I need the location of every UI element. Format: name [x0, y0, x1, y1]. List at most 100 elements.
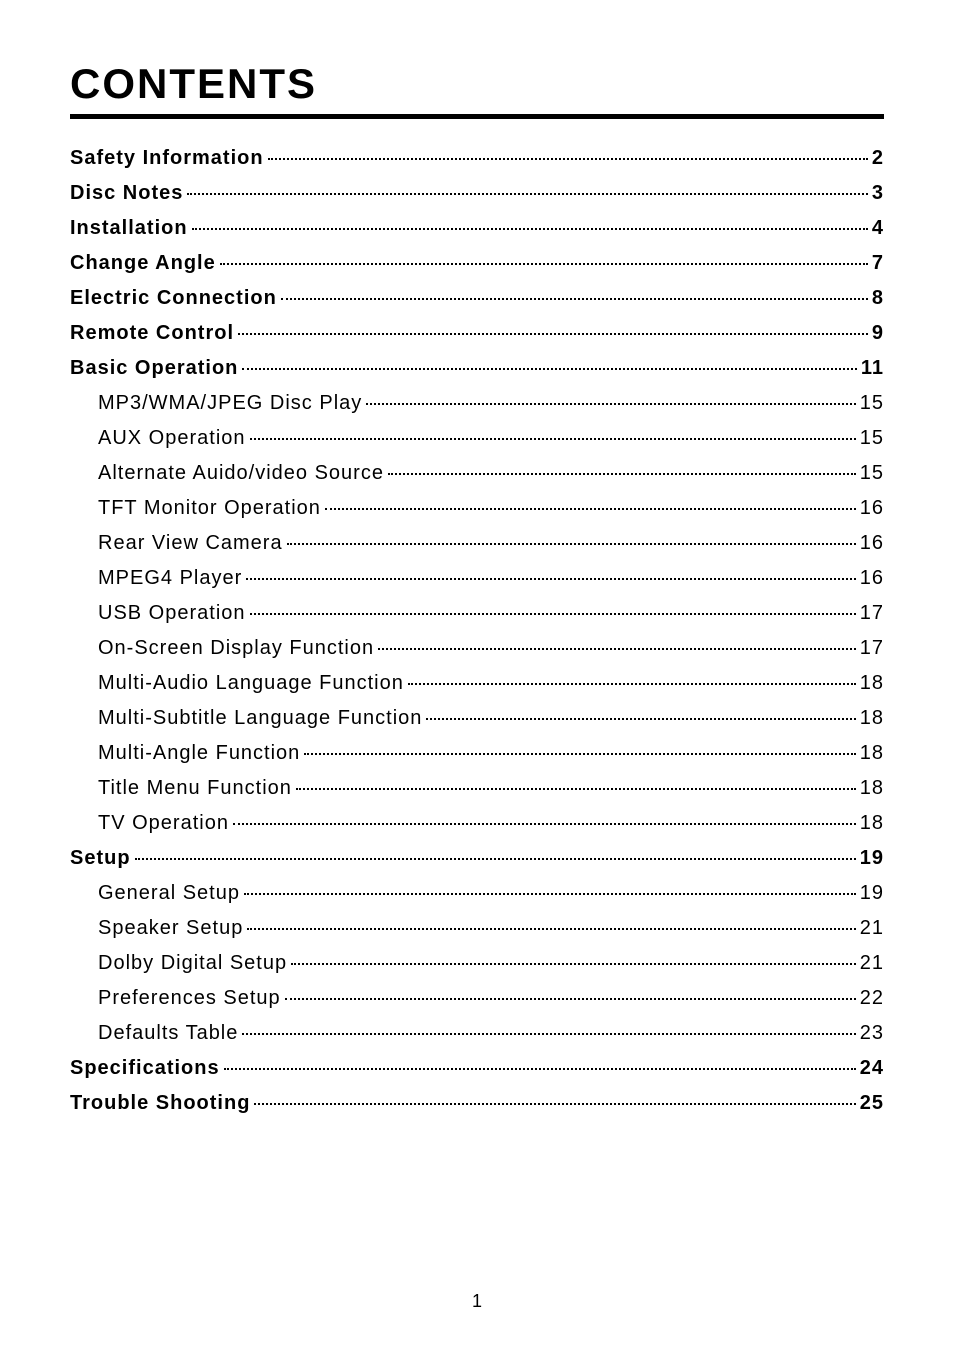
toc-entry-page: 18 — [860, 742, 884, 765]
toc-entry-page: 18 — [860, 777, 884, 800]
toc-entry-label: USB Operation — [98, 602, 246, 625]
toc-entry-page: 18 — [860, 672, 884, 695]
toc-entry: Speaker Setup 21 — [98, 917, 884, 940]
toc-leader — [325, 508, 856, 510]
toc-entry: Installation 4 — [70, 217, 884, 240]
toc-entry-label: Electric Connection — [70, 287, 277, 310]
toc-entry-page: 19 — [860, 847, 884, 870]
toc-leader — [268, 158, 868, 160]
toc-entry: Safety Information2 — [70, 147, 884, 170]
toc-entry-page: 7 — [872, 252, 884, 275]
toc-leader — [296, 788, 856, 790]
toc-entry-label: Multi-Audio Language Function — [98, 672, 404, 695]
toc-entry-label: Installation — [70, 217, 188, 240]
toc-leader — [291, 963, 856, 965]
toc-entry: TV Operation 18 — [98, 812, 884, 835]
toc-entry-page: 25 — [860, 1092, 884, 1115]
toc-entry-label: Setup — [70, 847, 131, 870]
toc-leader — [366, 403, 855, 405]
toc-entry-page: 23 — [860, 1022, 884, 1045]
toc-entry-label: Rear View Camera — [98, 532, 283, 555]
toc-entry: On-Screen Display Function 17 — [98, 637, 884, 660]
toc-entry-label: Basic Operation — [70, 357, 238, 380]
page-number: 1 — [472, 1291, 482, 1312]
toc-entry: Rear View Camera16 — [98, 532, 884, 555]
toc-leader — [246, 578, 855, 580]
toc-entry-page: 4 — [872, 217, 884, 240]
toc-leader — [408, 683, 856, 685]
toc-entry-page: 19 — [860, 882, 884, 905]
title-rule — [70, 114, 884, 119]
toc-leader — [242, 1033, 855, 1035]
toc-leader — [220, 263, 868, 265]
toc-entry: Specifications 24 — [70, 1057, 884, 1080]
toc-leader — [287, 543, 856, 545]
toc-entry: Multi-Audio Language Function 18 — [98, 672, 884, 695]
toc-entry-label: Speaker Setup — [98, 917, 243, 940]
toc-leader — [388, 473, 856, 475]
toc-entry: General Setup 19 — [98, 882, 884, 905]
toc-leader — [304, 753, 855, 755]
toc-entry-label: Change Angle — [70, 252, 216, 275]
toc-entry-label: General Setup — [98, 882, 240, 905]
toc-entry-page: 24 — [860, 1057, 884, 1080]
toc-entry: MPEG4 Player 16 — [98, 567, 884, 590]
toc-leader — [250, 613, 856, 615]
toc-entry-page: 17 — [860, 637, 884, 660]
toc-entry: MP3/WMA/JPEG Disc Play 15 — [98, 392, 884, 415]
toc-leader — [224, 1068, 856, 1070]
toc-entry-label: Disc Notes — [70, 182, 183, 205]
toc-entry-page: 21 — [860, 952, 884, 975]
toc-entry-page: 8 — [872, 287, 884, 310]
toc-entry-page: 21 — [860, 917, 884, 940]
toc-entry-label: MP3/WMA/JPEG Disc Play — [98, 392, 362, 415]
toc-entry-label: Trouble Shooting — [70, 1092, 250, 1115]
toc-entry: Setup 19 — [70, 847, 884, 870]
toc-entry: TFT Monitor Operation 16 — [98, 497, 884, 520]
toc-entry: USB Operation17 — [98, 602, 884, 625]
toc-leader — [247, 928, 855, 930]
toc-leader — [254, 1103, 855, 1105]
toc-entry-label: AUX Operation — [98, 427, 246, 450]
toc-entry: Trouble Shooting 25 — [70, 1092, 884, 1115]
toc-entry: Alternate Auido/video Source15 — [98, 462, 884, 485]
toc-leader — [192, 228, 868, 230]
toc-leader — [426, 718, 855, 720]
toc-entry: Change Angle 7 — [70, 252, 884, 275]
toc-entry: Title Menu Function 18 — [98, 777, 884, 800]
toc-leader — [285, 998, 856, 1000]
page-title: CONTENTS — [70, 60, 884, 108]
toc-entry-page: 2 — [872, 147, 884, 170]
toc-entry-page: 16 — [860, 567, 884, 590]
toc-leader — [233, 823, 856, 825]
toc-entry-label: Multi-Subtitle Language Function — [98, 707, 422, 730]
toc-entry-page: 18 — [860, 707, 884, 730]
toc-entry-label: TFT Monitor Operation — [98, 497, 321, 520]
toc-leader — [281, 298, 868, 300]
toc-entry-label: On-Screen Display Function — [98, 637, 374, 660]
toc-entry-label: Dolby Digital Setup — [98, 952, 287, 975]
toc-entry-page: 22 — [860, 987, 884, 1010]
toc-entry: Dolby Digital Setup 21 — [98, 952, 884, 975]
toc-entry: Electric Connection 8 — [70, 287, 884, 310]
toc-entry-page: 15 — [860, 392, 884, 415]
toc-entry-page: 11 — [861, 357, 884, 380]
toc-entry-page: 16 — [860, 497, 884, 520]
toc-entry: Preferences Setup 22 — [98, 987, 884, 1010]
toc-entry-label: MPEG4 Player — [98, 567, 242, 590]
toc-leader — [187, 193, 868, 195]
toc-entry-label: Specifications — [70, 1057, 220, 1080]
toc-entry-page: 3 — [872, 182, 884, 205]
toc-entry-label: Alternate Auido/video Source — [98, 462, 384, 485]
toc-leader — [378, 648, 856, 650]
toc-leader — [238, 333, 868, 335]
toc-entry-page: 18 — [860, 812, 884, 835]
toc-entry-label: Title Menu Function — [98, 777, 292, 800]
toc-entry: Multi-Angle Function18 — [98, 742, 884, 765]
toc-entry-label: TV Operation — [98, 812, 229, 835]
toc-entry: Defaults Table23 — [98, 1022, 884, 1045]
toc-entry-label: Remote Control — [70, 322, 234, 345]
toc-leader — [242, 368, 856, 370]
toc-entry-label: Preferences Setup — [98, 987, 281, 1010]
toc-entry: Remote Control9 — [70, 322, 884, 345]
